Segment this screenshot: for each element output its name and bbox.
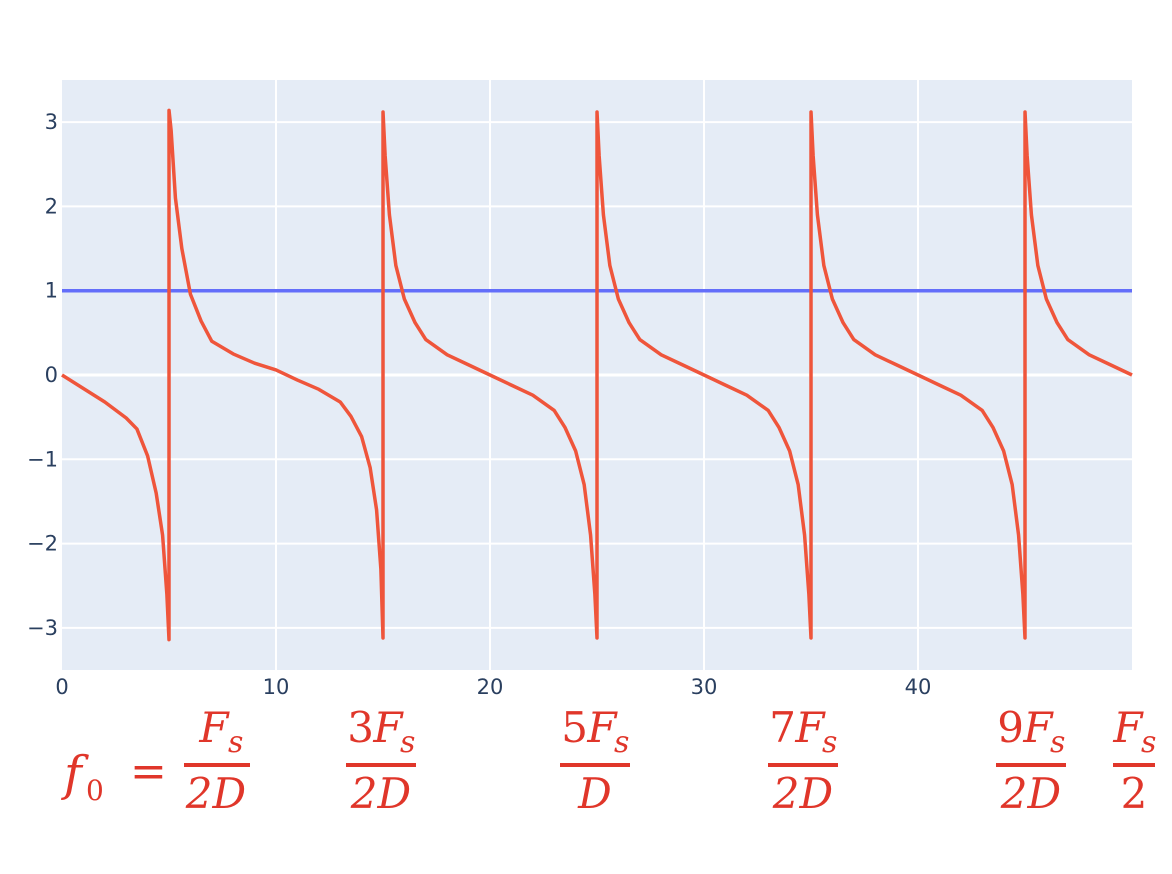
y-tick-labels: 3 2 1 0 −1 −2 −3 xyxy=(27,110,58,640)
fraction-5-num-prefix: 9 xyxy=(997,703,1024,752)
fraction-2-num: F xyxy=(372,703,404,752)
y-tick-label-6: −3 xyxy=(27,616,58,640)
fraction-4-num-prefix: 7 xyxy=(769,703,796,752)
fraction-3-num: F xyxy=(586,703,618,752)
fraction-6: F s 2 xyxy=(1112,703,1156,818)
fraction-6-den: 2 xyxy=(1121,769,1148,818)
fraction-3-den: D xyxy=(577,769,612,818)
formula-lead-var: f xyxy=(61,746,89,802)
fraction-2-den: 2D xyxy=(350,769,411,818)
series-layer xyxy=(61,108,1133,642)
fraction-6-num-sub: s xyxy=(1141,725,1156,760)
fraction-2-num-prefix: 3 xyxy=(347,703,374,752)
y-tick-label-2: 1 xyxy=(45,279,58,303)
fraction-2-num-sub: s xyxy=(400,725,415,760)
fraction-4-den: 2D xyxy=(772,769,833,818)
formula-annotations: f 0 = F s 2D 3 F s 2D 5 F s D 7 F xyxy=(61,703,1156,818)
x-tick-label-2: 20 xyxy=(477,675,504,699)
fraction-6-num: F xyxy=(1112,703,1144,752)
fraction-5: 9 F s 2D xyxy=(996,703,1066,818)
formula-lead-sub: 0 xyxy=(86,774,104,807)
y-tick-label-0: 3 xyxy=(45,110,58,134)
x-tick-label-4: 40 xyxy=(905,675,932,699)
formula-lead: f 0 = xyxy=(61,746,167,807)
y-tick-label-1: 2 xyxy=(45,194,58,218)
fraction-1-num: F xyxy=(198,703,230,752)
fraction-1-den: 2D xyxy=(185,769,246,818)
fraction-3: 5 F s D xyxy=(560,703,630,818)
y-tick-label-4: −1 xyxy=(27,447,58,471)
y-tick-label-5: −2 xyxy=(27,532,58,556)
x-tick-label-1: 10 xyxy=(263,675,290,699)
x-tick-label-0: 0 xyxy=(55,675,68,699)
fraction-4-num: F xyxy=(794,703,826,752)
x-tick-label-3: 30 xyxy=(691,675,718,699)
fraction-1: F s 2D xyxy=(184,703,250,818)
fraction-1-num-sub: s xyxy=(228,725,243,760)
fraction-3-num-sub: s xyxy=(614,725,629,760)
formula-lead-eq: = xyxy=(130,746,167,797)
fraction-2: 3 F s 2D xyxy=(346,703,416,818)
fraction-5-den: 2D xyxy=(1000,769,1061,818)
fraction-4: 7 F s 2D xyxy=(768,703,838,818)
fraction-4-num-sub: s xyxy=(822,725,837,760)
y-tick-label-3: 0 xyxy=(45,363,58,387)
fraction-3-num-prefix: 5 xyxy=(561,703,588,752)
x-tick-labels: 0 10 20 30 40 xyxy=(55,675,931,699)
fraction-5-num-sub: s xyxy=(1050,725,1065,760)
fraction-5-num: F xyxy=(1022,703,1054,752)
series-line-1 xyxy=(61,108,1133,642)
